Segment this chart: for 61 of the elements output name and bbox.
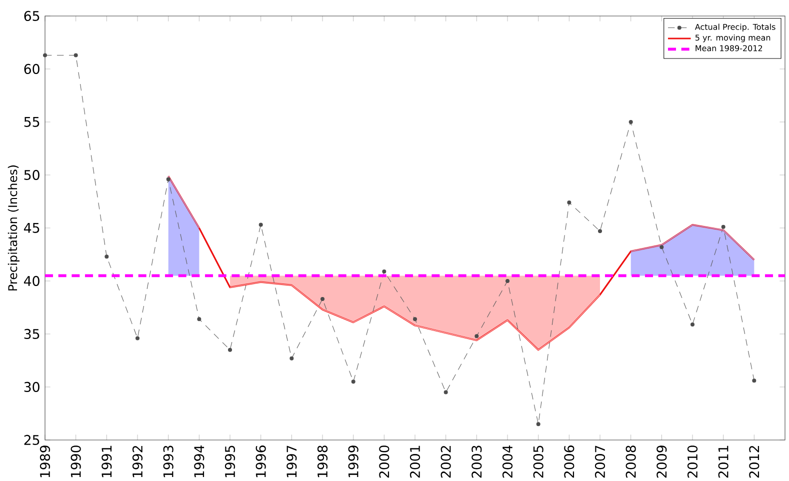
x-tick-label: 2011 — [718, 446, 728, 478]
x-tick-label: 2012 — [749, 446, 760, 478]
x-tick-label: 2004 — [502, 445, 513, 478]
x-tick-label: 2010 — [687, 446, 698, 478]
y-tick-label: 25 — [24, 434, 40, 446]
x-tick-label: 2006 — [564, 446, 574, 478]
point — [290, 356, 294, 360]
point — [197, 317, 202, 322]
point — [721, 224, 726, 229]
x-tick-label: 1999 — [348, 446, 358, 478]
x-tick-label: 1992 — [132, 446, 143, 478]
point — [690, 322, 694, 326]
point — [506, 278, 510, 283]
point — [382, 269, 386, 274]
x-tick-label: 1990 — [70, 446, 81, 478]
point — [474, 334, 479, 338]
legend-label: Mean 1989-2012 — [696, 45, 762, 52]
y-tick-label: 35 — [24, 328, 40, 340]
y-tick-label: 60 — [24, 64, 40, 74]
y-tick-label: 30 — [24, 382, 40, 392]
x-tick-label: 2002 — [440, 446, 451, 478]
legend-label: 5 yr. moving mean — [696, 34, 770, 42]
x-tick-label: 1996 — [256, 446, 266, 478]
x-tick-label: 2009 — [656, 446, 667, 478]
point — [598, 229, 602, 234]
point — [258, 222, 263, 227]
x-tick-label: 1998 — [317, 446, 328, 478]
x-tick-label: 2001 — [410, 446, 420, 478]
point — [536, 422, 540, 426]
x-tick-label: 1989 — [40, 446, 50, 478]
y-axis-title: Precipitation (Inches) — [8, 165, 20, 290]
point — [320, 297, 325, 302]
point — [413, 317, 418, 322]
point — [74, 53, 78, 58]
point — [351, 380, 356, 384]
x-tick-label: 2005 — [533, 446, 544, 478]
point — [567, 200, 572, 205]
point — [444, 390, 448, 394]
x-tick-label: 1995 — [224, 446, 236, 478]
x-tick-label: 1993 — [163, 446, 174, 478]
point — [660, 245, 664, 250]
point — [43, 53, 48, 58]
point — [104, 254, 109, 259]
y-tick-label: 40 — [24, 276, 40, 286]
x-tick-label: 1997 — [286, 446, 297, 478]
x-tick-label: 2008 — [626, 446, 636, 478]
x-tick-label: 2007 — [594, 446, 606, 478]
point — [752, 378, 756, 383]
legend-label: Actual Precip. Totals — [694, 24, 776, 32]
point — [628, 120, 633, 124]
point — [166, 177, 170, 182]
point — [136, 336, 140, 340]
y-tick-label: 45 — [24, 223, 40, 233]
x-tick-label: 2000 — [379, 446, 390, 478]
y-tick-label: 65 — [24, 10, 40, 22]
point — [228, 348, 232, 352]
y-tick-label: 55 — [24, 117, 40, 127]
x-tick-label: 1994 — [194, 445, 204, 478]
x-tick-label: 2003 — [472, 446, 482, 478]
y-tick-label: 50 — [24, 170, 40, 180]
x-tick-label: 1991 — [102, 446, 112, 478]
